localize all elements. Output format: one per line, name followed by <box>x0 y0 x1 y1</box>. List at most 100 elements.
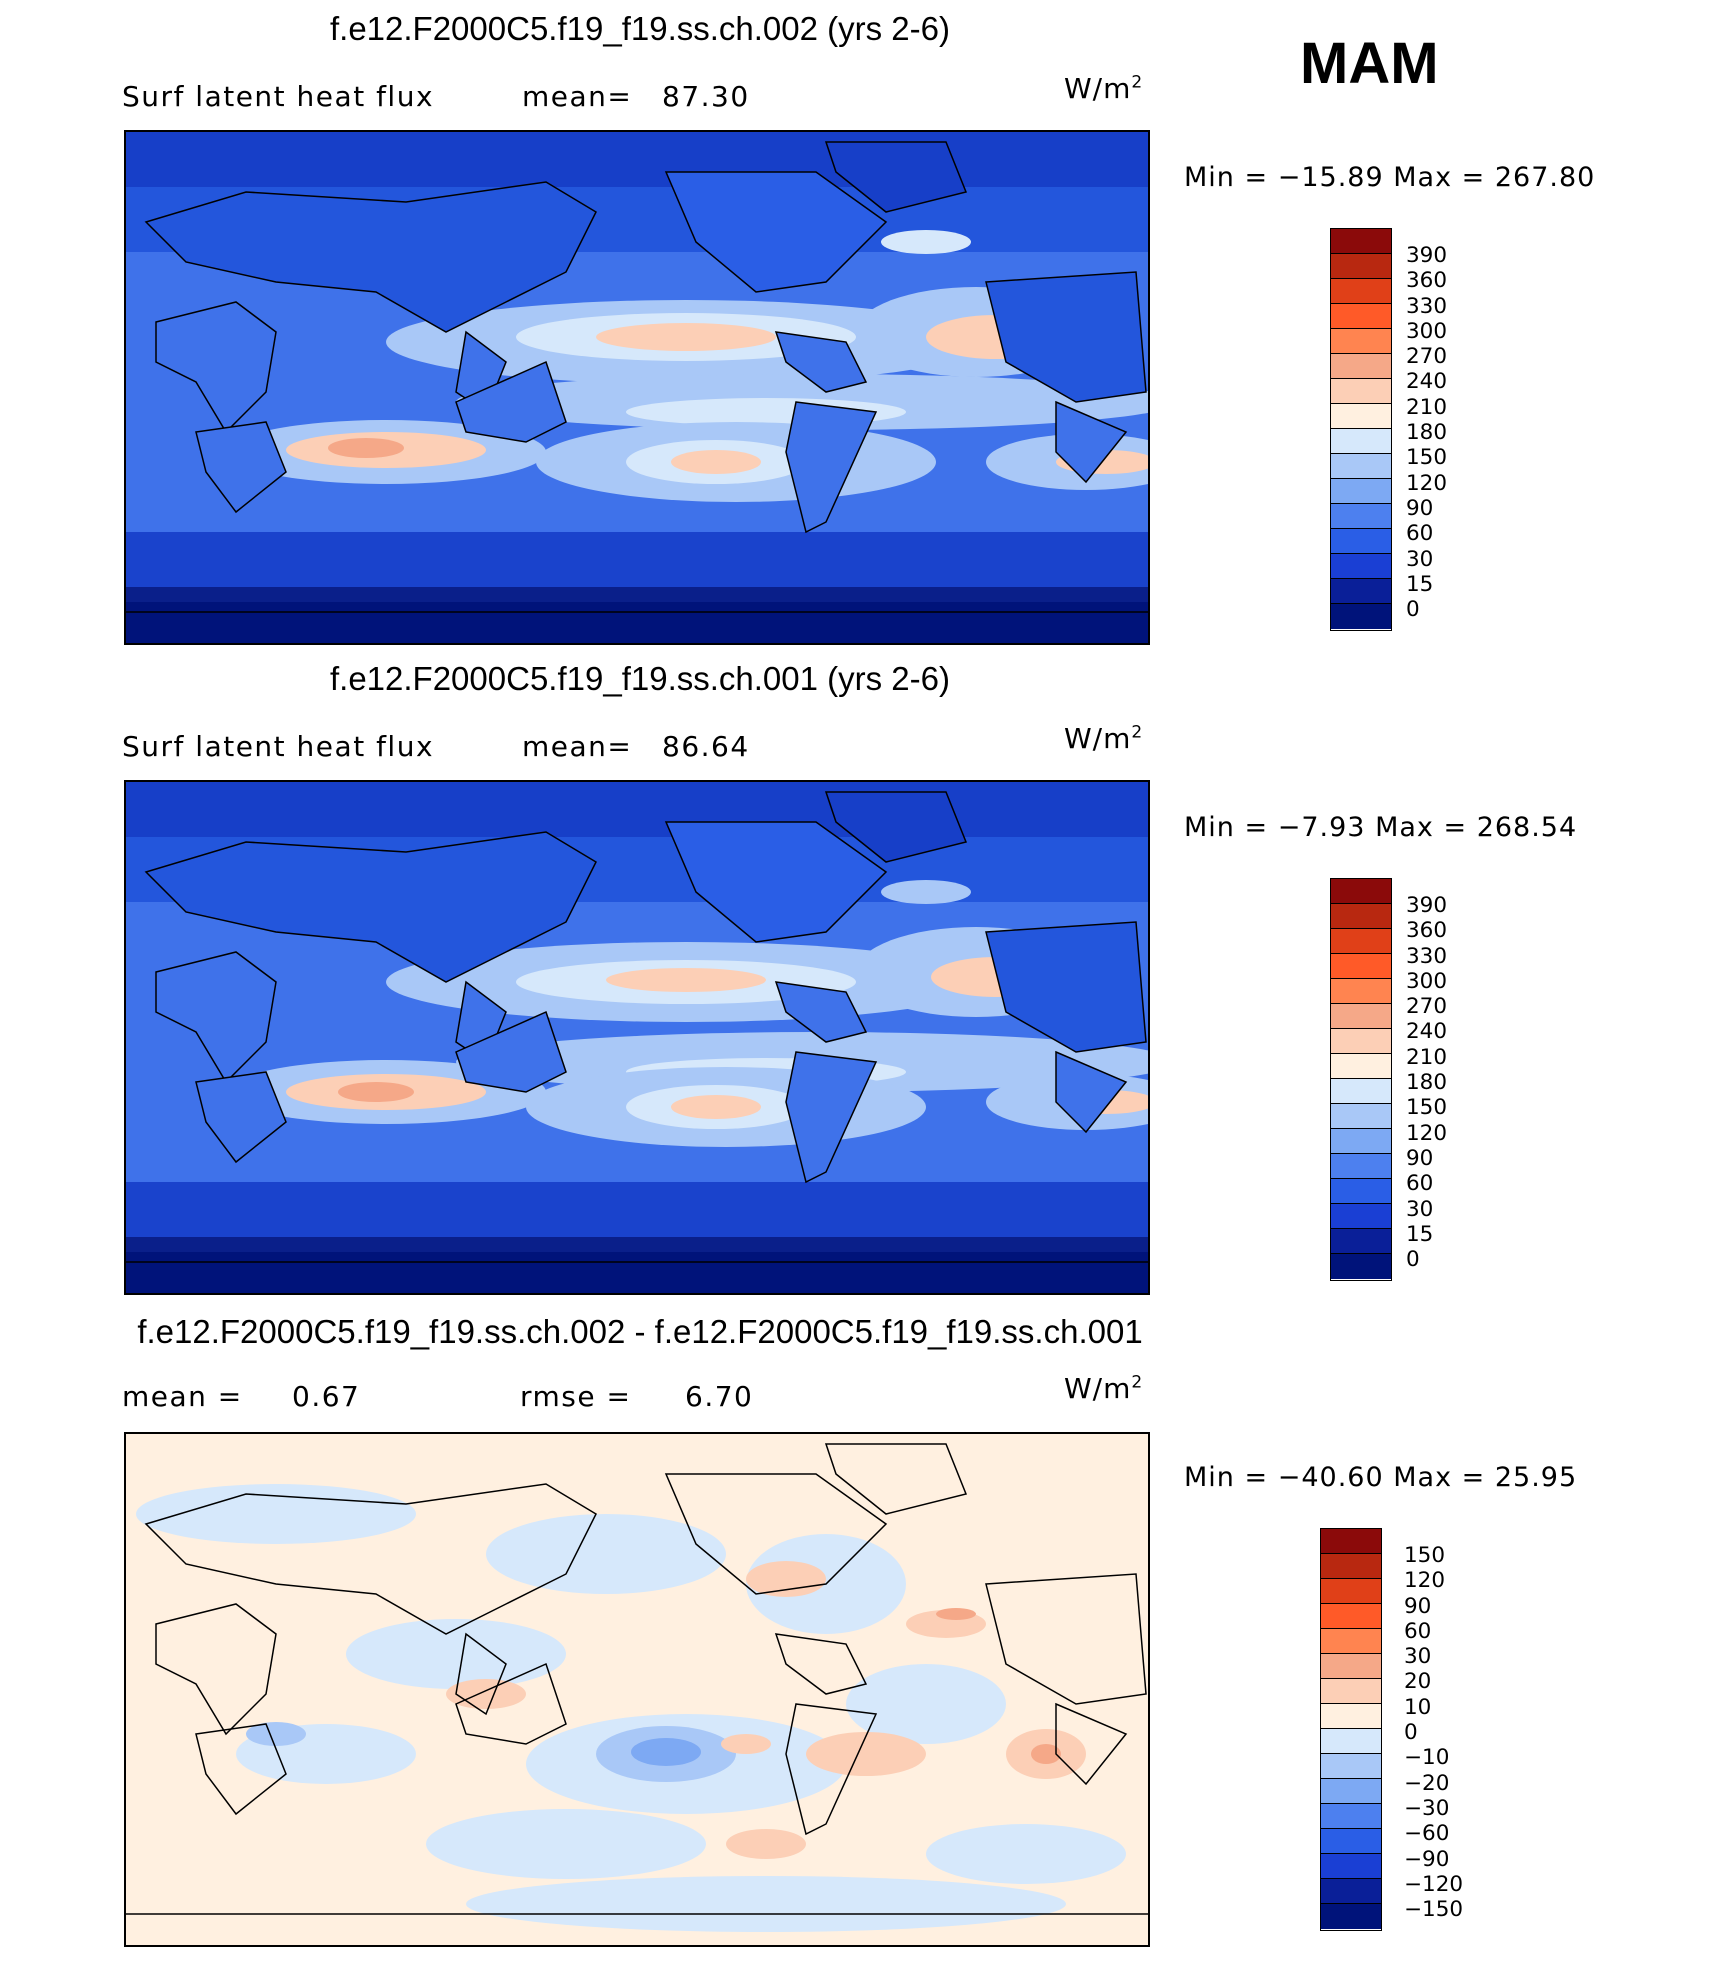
colorbar-tick-label: 330 <box>1406 293 1448 319</box>
colorbar-tick-label: 15 <box>1406 1221 1434 1247</box>
panel-3-title: f.e12.F2000C5.f19_f19.ss.ch.002 - f.e12.… <box>137 1313 1143 1350</box>
panel-1-variable: Surf latent heat flux <box>122 80 435 113</box>
colorbar-tick-label: 120 <box>1406 470 1448 496</box>
panel-3-rmse-value: 6.70 <box>685 1380 754 1413</box>
colorbar-tick-label: 30 <box>1404 1644 1432 1670</box>
colorbar-tick-label: 150 <box>1406 445 1448 471</box>
panel-1-mean-value: 87.30 <box>662 80 750 113</box>
colorbar-swatch <box>1331 1079 1391 1104</box>
colorbar-tick-label: −60 <box>1404 1821 1450 1847</box>
colorbar-tick-label: 60 <box>1404 1618 1432 1644</box>
colorbar-swatch <box>1331 529 1391 554</box>
panel-2-map <box>124 780 1150 1295</box>
colorbar-swatch <box>1321 1654 1381 1679</box>
panel-2-title: f.e12.F2000C5.f19_f19.ss.ch.001 (yrs 2-6… <box>329 660 950 697</box>
colorbar-tick-label: 150 <box>1404 1543 1446 1568</box>
panel-1-title: f.e12.F2000C5.f19_f19.ss.ch.002 (yrs 2-6… <box>329 10 950 47</box>
colorbar-swatch <box>1331 1104 1391 1129</box>
panel-3-rmse-label: rmse = <box>520 1380 632 1413</box>
panel-1-mean-label: mean= <box>522 80 633 113</box>
colorbar-tick-label: 0 <box>1406 597 1420 623</box>
colorbar-swatch <box>1331 454 1391 479</box>
panel-1-units: W/m2 <box>1064 72 1144 105</box>
colorbar-swatch <box>1321 1629 1381 1654</box>
colorbar-swatch <box>1321 1854 1381 1879</box>
colorbar-tick-label: 120 <box>1404 1568 1446 1594</box>
season-label: MAM <box>1300 31 1439 96</box>
colorbar-swatch <box>1331 879 1391 904</box>
panel-3-map <box>124 1432 1150 1947</box>
colorbar-tick-label: 60 <box>1406 521 1434 547</box>
colorbar-tick-label: 30 <box>1406 1196 1434 1222</box>
colorbar-tick-label: 90 <box>1404 1593 1432 1619</box>
colorbar-tick-label: 390 <box>1406 243 1448 268</box>
colorbar-swatch <box>1331 379 1391 404</box>
colorbar-tick-label: 90 <box>1406 1145 1434 1171</box>
colorbar-swatch <box>1321 1754 1381 1779</box>
colorbar-tick-label: 330 <box>1406 943 1448 969</box>
colorbar-swatch <box>1331 229 1391 254</box>
colorbar-swatch <box>1331 579 1391 604</box>
colorbar-swatch <box>1331 1029 1391 1054</box>
panel-2-units: W/m2 <box>1064 722 1144 755</box>
colorbar-tick-label: 390 <box>1406 893 1448 918</box>
colorbar-swatch <box>1331 1054 1391 1079</box>
colorbar-swatch <box>1331 1229 1391 1254</box>
panel-1-max-value: 267.80 <box>1494 162 1596 193</box>
colorbar-swatch <box>1331 979 1391 1004</box>
colorbar-swatch <box>1331 254 1391 279</box>
colorbar-swatch <box>1331 429 1391 454</box>
colorbar-tick-label: 300 <box>1406 318 1448 344</box>
colorbar-tick-label: 240 <box>1406 369 1448 395</box>
colorbar-tick-label: 240 <box>1406 1019 1448 1045</box>
colorbar-swatch <box>1331 1254 1391 1279</box>
colorbar-tick-label: 270 <box>1406 344 1448 370</box>
panel-1-colorbar-labels: 390 360 330 300 270 240 210 180 150 120 90 60 30 15 0 <box>1406 243 1447 622</box>
colorbar-tick-label: 360 <box>1406 918 1448 944</box>
panel-3-max-value: 25.95 <box>1494 1462 1578 1493</box>
panel-1-max-label: Max = <box>1393 162 1486 193</box>
colorbar-swatch <box>1321 1879 1381 1904</box>
colorbar-swatch <box>1331 354 1391 379</box>
colorbar-tick-label: 20 <box>1404 1669 1432 1695</box>
colorbar-tick-label: 360 <box>1406 268 1448 294</box>
colorbar-swatch <box>1321 1904 1381 1929</box>
panel-3-min-label: Min = <box>1184 1462 1269 1493</box>
colorbar-swatch <box>1331 954 1391 979</box>
colorbar-tick-label: 300 <box>1406 968 1448 994</box>
colorbar-tick-label: 180 <box>1406 420 1448 446</box>
colorbar-swatch <box>1331 1004 1391 1029</box>
panel-2-mean-value: 86.64 <box>662 730 750 763</box>
colorbar-swatch <box>1331 1179 1391 1204</box>
panel-3-min-max: Min = −40.60 Max = 25.95 <box>1184 1462 1577 1493</box>
colorbar-swatch <box>1331 554 1391 579</box>
colorbar-swatch <box>1321 1554 1381 1579</box>
panel-2-min-max: Min = −7.93 Max = 268.54 <box>1184 812 1577 843</box>
colorbar-tick-label: 60 <box>1406 1171 1434 1197</box>
colorbar-tick-label: −120 <box>1404 1871 1464 1897</box>
colorbar-tick-label: 10 <box>1404 1694 1432 1720</box>
colorbar-tick-label: 0 <box>1404 1720 1418 1746</box>
colorbar-tick-label: 180 <box>1406 1070 1448 1096</box>
colorbar-swatch <box>1331 279 1391 304</box>
colorbar-tick-label: 270 <box>1406 994 1448 1020</box>
panel-3-units: W/m2 <box>1064 1372 1144 1405</box>
colorbar-swatch <box>1321 1804 1381 1829</box>
panel-3-mean-label: mean = <box>122 1380 243 1413</box>
colorbar-swatch <box>1331 929 1391 954</box>
panel-3-colorbar <box>1320 1528 1382 1931</box>
panel-2-colorbar-labels: 390 360 330 300 270 240 210 180 150 120 90 60 30 15 0 <box>1406 893 1447 1272</box>
colorbar-swatch <box>1331 304 1391 329</box>
panel-3-min-value: −40.60 <box>1277 1462 1384 1493</box>
colorbar-tick-label: 210 <box>1406 394 1448 420</box>
colorbar-swatch <box>1321 1604 1381 1629</box>
colorbar-tick-label: −30 <box>1404 1795 1450 1821</box>
colorbar-tick-label: 15 <box>1406 571 1434 597</box>
panel-1-min-value: −15.89 <box>1277 162 1384 193</box>
panel-3-mean-value: 0.67 <box>292 1380 361 1413</box>
colorbar-swatch <box>1321 1779 1381 1804</box>
colorbar-tick-label: 30 <box>1406 546 1434 572</box>
panel-3-colorbar-labels: 150 120 90 60 30 20 10 0 −10 −20 −30 −60 −90 −120 −150 <box>1404 1543 1463 1922</box>
colorbar-swatch <box>1331 329 1391 354</box>
panel-2-max-label: Max = <box>1375 812 1468 843</box>
